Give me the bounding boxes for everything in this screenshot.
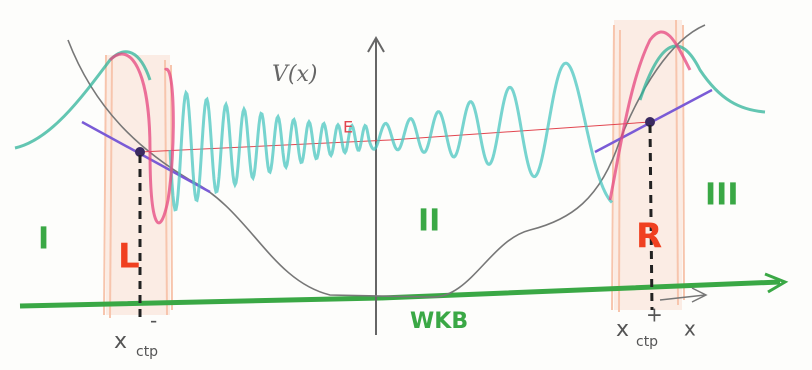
x-axis-label: x xyxy=(684,317,696,341)
ctp-sign: - xyxy=(150,309,157,333)
ctp-symbol: x xyxy=(616,317,629,342)
turning-label: L xyxy=(118,237,140,277)
ctp-sign: + xyxy=(646,303,663,327)
energy-label: E xyxy=(343,118,353,137)
region-label: III xyxy=(705,178,739,213)
band-fill xyxy=(614,20,682,310)
method-label: WKB xyxy=(410,309,468,334)
ctp-subscript: ctp xyxy=(636,334,658,350)
region-label: II xyxy=(418,204,440,239)
axis-label: V(x) xyxy=(272,62,317,87)
ctp-subscript: ctp xyxy=(136,344,158,360)
region-label: I xyxy=(38,222,49,257)
ctp-symbol: x xyxy=(114,329,127,354)
turning-label: R xyxy=(636,217,662,257)
wkb-diagram: V(x) E I II III L R WKB x ctp - x ctp + … xyxy=(0,0,812,370)
